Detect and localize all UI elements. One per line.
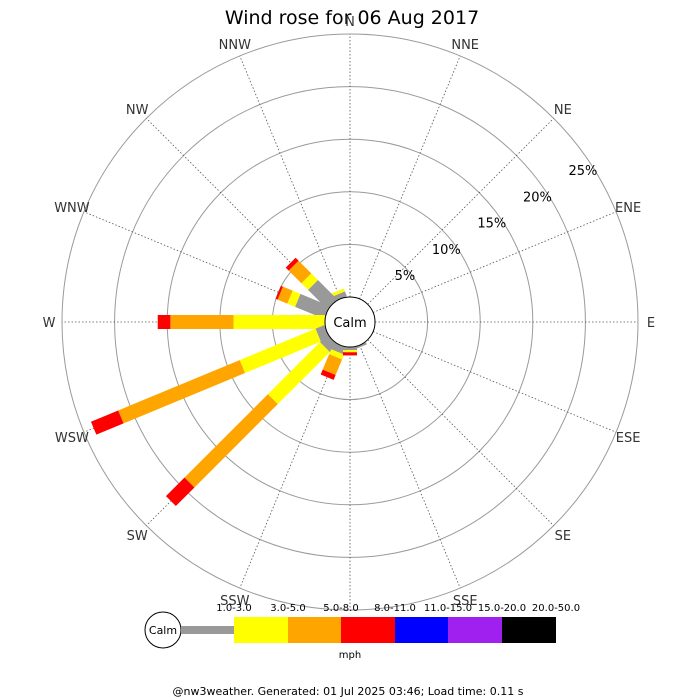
bar-nw-bin-2 <box>288 260 312 284</box>
legend-swatch-6 <box>502 617 556 643</box>
bar-sw-bin-3 <box>165 477 195 507</box>
spoke-nne <box>359 55 461 300</box>
direction-label-ene: ENE <box>615 201 641 216</box>
bar-wsw-bin-1 <box>239 328 321 374</box>
direction-label-sw: SW <box>127 529 148 544</box>
bar-sse-bin-0 <box>353 342 367 350</box>
direction-label-ne: NE <box>554 103 572 118</box>
bar-wnw-bin-3 <box>275 285 283 300</box>
legend-swatch-1 <box>234 617 288 643</box>
legend: Calm 1.0-3.0 3.0-5.0 5.0-8.0 8.0-11.0 11.0-1… <box>144 603 580 649</box>
calm-circle <box>324 296 376 348</box>
legend-label-2: 5.0-8.0 <box>323 603 358 614</box>
wind-bars <box>90 257 367 507</box>
direction-label-ssw: SSW <box>220 594 250 609</box>
radial-tick-label-15: 15% <box>477 217 506 232</box>
bar-ssw-bin-3 <box>320 369 336 380</box>
direction-label-wnw: WNW <box>54 201 90 216</box>
calm-circle-group: Calm <box>324 296 376 348</box>
bar-nnw-bin-1 <box>330 288 345 297</box>
legend-label-3: 8.0-11.0 <box>374 603 416 614</box>
bar-wnw-bin-1 <box>287 290 301 307</box>
radial-tick-label-20: 20% <box>523 190 552 205</box>
bar-nw-bin-0 <box>308 280 338 310</box>
direction-label-nne: NNE <box>451 38 479 53</box>
bar-ssw-bin-2 <box>322 354 343 375</box>
bar-nw-bin-3 <box>285 257 299 271</box>
legend-label-1: 3.0-5.0 <box>270 603 305 614</box>
spoke-ese <box>372 331 617 433</box>
direction-label-ese: ESE <box>616 431 641 446</box>
direction-label-nnw: NNW <box>219 38 251 53</box>
direction-label-nw: NW <box>126 103 149 118</box>
bar-wsw-bin-3 <box>90 410 124 435</box>
direction-label-wsw: WSW <box>55 431 89 446</box>
bar-w-bin-3 <box>157 315 171 329</box>
chart-title: Wind rose for 06 Aug 2017 <box>225 7 479 29</box>
calm-label: Calm <box>333 316 366 331</box>
legend-swatch-0 <box>181 626 234 634</box>
legend-calm-label: Calm <box>149 624 177 637</box>
radial-tick-labels: 5% 10% 15% 20% 25% <box>395 164 598 284</box>
bar-sw-bin-1 <box>267 342 330 405</box>
spoke-nnw <box>239 55 341 300</box>
radial-tick-label-25: 25% <box>569 164 598 179</box>
legend-label-4: 11.0-15.0 <box>424 603 472 614</box>
bar-wsw-bin-2 <box>118 360 246 424</box>
bar-sw-bin-2 <box>184 394 278 488</box>
radial-tick-label-10: 10% <box>432 243 461 258</box>
bar-wnw-bin-2 <box>277 286 293 304</box>
direction-label-sse: SSE <box>453 594 478 609</box>
direction-label-e: E <box>647 316 655 331</box>
direction-label-n: N <box>345 15 355 30</box>
footer-text: @nw3weather. Generated: 01 Jul 2025 03:4… <box>173 685 524 698</box>
direction-label-se: SE <box>555 529 571 544</box>
legend-swatch-2 <box>288 617 341 643</box>
direction-label-w: W <box>43 316 56 331</box>
legend-unit: mph <box>339 650 361 661</box>
legend-label-6: 20.0-50.0 <box>532 603 580 614</box>
bar-w-bin-1 <box>233 315 325 329</box>
legend-label-0: 1.0-3.0 <box>216 603 251 614</box>
legend-swatch-3 <box>341 617 395 643</box>
bar-w-bin-2 <box>170 315 234 329</box>
bar-ssw-bin-1 <box>329 349 345 360</box>
radial-tick-label-5: 5% <box>395 269 416 284</box>
bar-wnw-bin-0 <box>295 293 330 319</box>
legend-swatch-5 <box>448 617 502 643</box>
direction-labels: NNNENEENEEESESESSESSSWSWWSWWWNWNWNNW <box>43 15 656 632</box>
legend-swatch-4 <box>395 617 448 643</box>
legend-label-5: 15.0-20.0 <box>478 603 526 614</box>
bar-s-bin-1 <box>343 350 357 353</box>
bar-ssw-bin-0 <box>331 342 347 355</box>
bar-s-bin-3 <box>343 352 357 356</box>
bar-nw-bin-1 <box>301 273 318 290</box>
spoke-sse <box>359 344 461 589</box>
